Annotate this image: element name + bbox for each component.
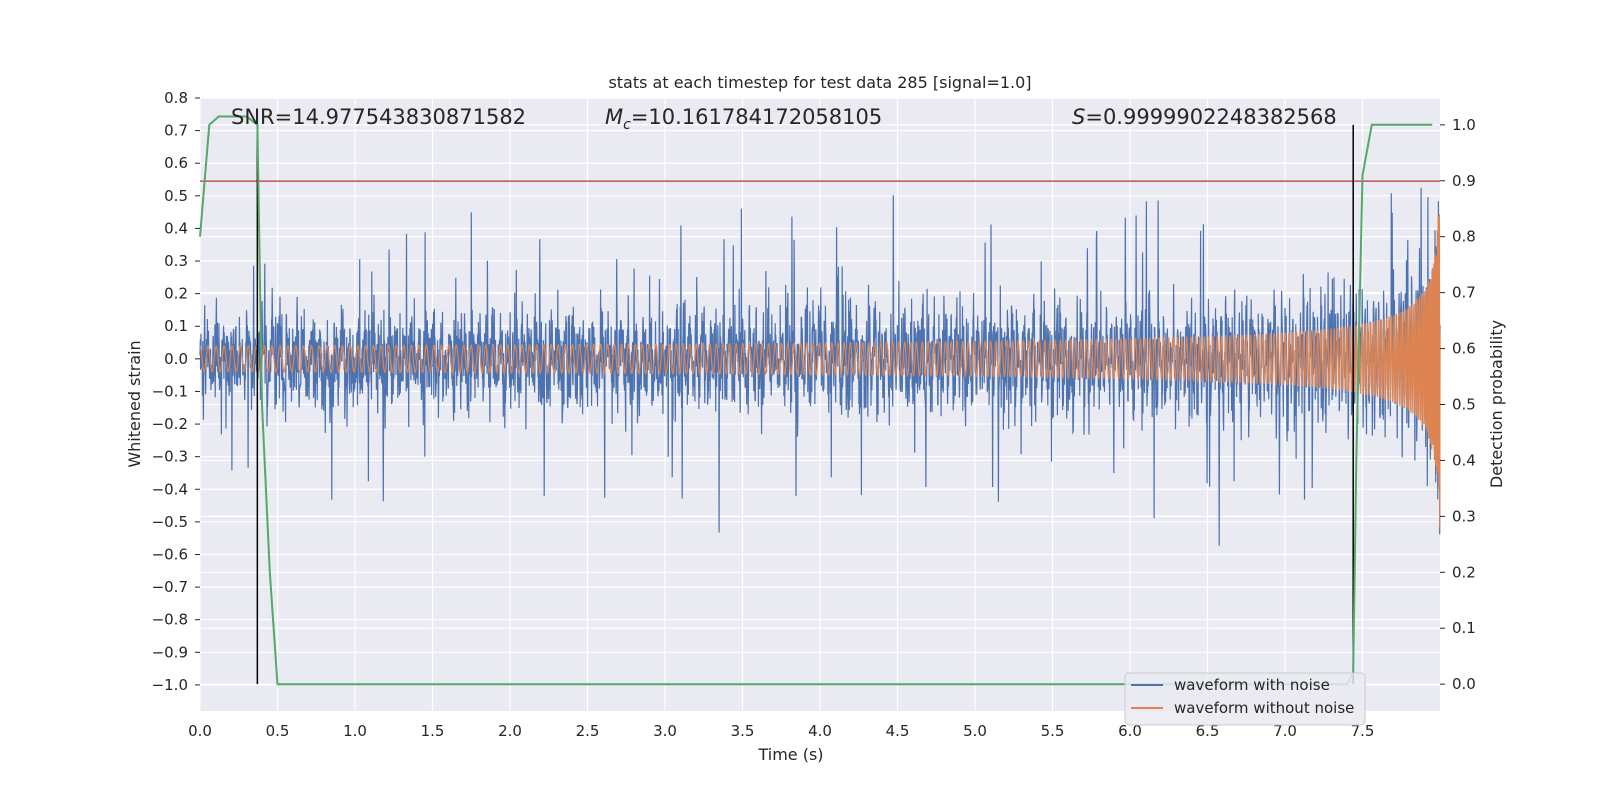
y2-tick-label: 0.9 [1452, 172, 1476, 190]
x-tick-label: 4.5 [886, 722, 910, 740]
y-tick-label: −0.4 [152, 480, 188, 498]
legend-box [1124, 672, 1366, 726]
y2-tick-label: 0.1 [1452, 619, 1476, 637]
y2-tick-label: 0.6 [1452, 340, 1476, 358]
x-tick-label: 6.0 [1118, 722, 1142, 740]
y-tick-label: 0.5 [164, 187, 188, 205]
y-tick-label: 0.8 [164, 89, 188, 107]
y2-tick-label: 0.2 [1452, 563, 1476, 581]
y2-tick-label: 0.7 [1452, 284, 1476, 302]
s-annotation: S=0.9999902248382568 [1072, 105, 1337, 129]
y-tick-label: 0.4 [164, 219, 188, 237]
y-tick-label: 0.0 [164, 350, 188, 368]
y2-tick-label: 0.8 [1452, 228, 1476, 246]
y-axis-label: Whitened strain [125, 340, 144, 467]
x-tick-label: 7.0 [1273, 722, 1297, 740]
y-tick-label: −0.9 [152, 643, 188, 661]
y-tick-label: −0.6 [152, 545, 188, 563]
y2-axis-label: Detection probability [1487, 320, 1506, 488]
y-tick-label: 0.6 [164, 154, 188, 172]
y-tick-label: −0.5 [152, 513, 188, 531]
ticks: 0.0 0.5 1.0 1.5 2.0 2.5 3.0 3.5 4.0 4.5 5.0 5.5 6.0 6… [152, 89, 1476, 740]
chirp-mass-symbol: M [605, 105, 623, 129]
chart-title: stats at each timestep for test data 285… [608, 73, 1031, 92]
y2-tick-label: 0.5 [1452, 396, 1476, 414]
legend: waveform with noise waveform without noi… [1124, 672, 1366, 726]
s-symbol: S [1072, 105, 1085, 129]
y-tick-label: 0.3 [164, 252, 188, 270]
y-tick-label: −0.1 [152, 382, 188, 400]
chirp-mass-value: =10.161784172058105 [631, 105, 882, 129]
x-tick-label: 6.5 [1196, 722, 1220, 740]
x-tick-label: 3.5 [731, 722, 755, 740]
x-tick-label: 4.0 [808, 722, 832, 740]
legend-label-clean: waveform without noise [1174, 699, 1354, 717]
series-waveform-without-noise [199, 214, 1441, 528]
x-tick-label: 5.5 [1041, 722, 1065, 740]
y2-tick-label: 0.0 [1452, 675, 1476, 693]
x-tick-label: 2.0 [498, 722, 522, 740]
y2-tick-label: 0.3 [1452, 507, 1476, 525]
chirp-mass-subscript: c [623, 117, 631, 133]
y-tick-label: 0.2 [164, 285, 188, 303]
x-tick-label: 7.5 [1351, 722, 1375, 740]
y-tick-label: −0.8 [152, 611, 188, 629]
x-tick-label: 1.5 [421, 722, 445, 740]
y-tick-label: 0.1 [164, 317, 188, 335]
y-tick-label: 0.7 [164, 122, 188, 140]
y-tick-label: −0.2 [152, 415, 188, 433]
detection-vlines [256, 124, 1354, 685]
s-value: =0.9999902248382568 [1085, 105, 1336, 129]
y2-tick-label: 1.0 [1452, 116, 1476, 134]
data-layer [199, 115, 1441, 686]
x-tick-label: 1.0 [343, 722, 367, 740]
legend-label-noise: waveform with noise [1174, 676, 1330, 694]
x-tick-label: 0.0 [188, 722, 212, 740]
y2-tick-label: 0.4 [1452, 451, 1476, 469]
series-detection-probability [199, 115, 1433, 686]
chirp-mass-annotation: Mc=10.161784172058105 [605, 105, 882, 133]
x-tick-label: 5.0 [963, 722, 987, 740]
y-tick-label: −1.0 [152, 676, 188, 694]
x-tick-label: 3.0 [653, 722, 677, 740]
x-tick-label: 0.5 [266, 722, 290, 740]
y-tick-label: −0.3 [152, 448, 188, 466]
x-tick-label: 2.5 [576, 722, 600, 740]
snr-annotation: SNR=14.977543830871582 [231, 105, 526, 129]
y-tick-label: −0.7 [152, 578, 188, 596]
x-axis-label: Time (s) [757, 745, 823, 764]
